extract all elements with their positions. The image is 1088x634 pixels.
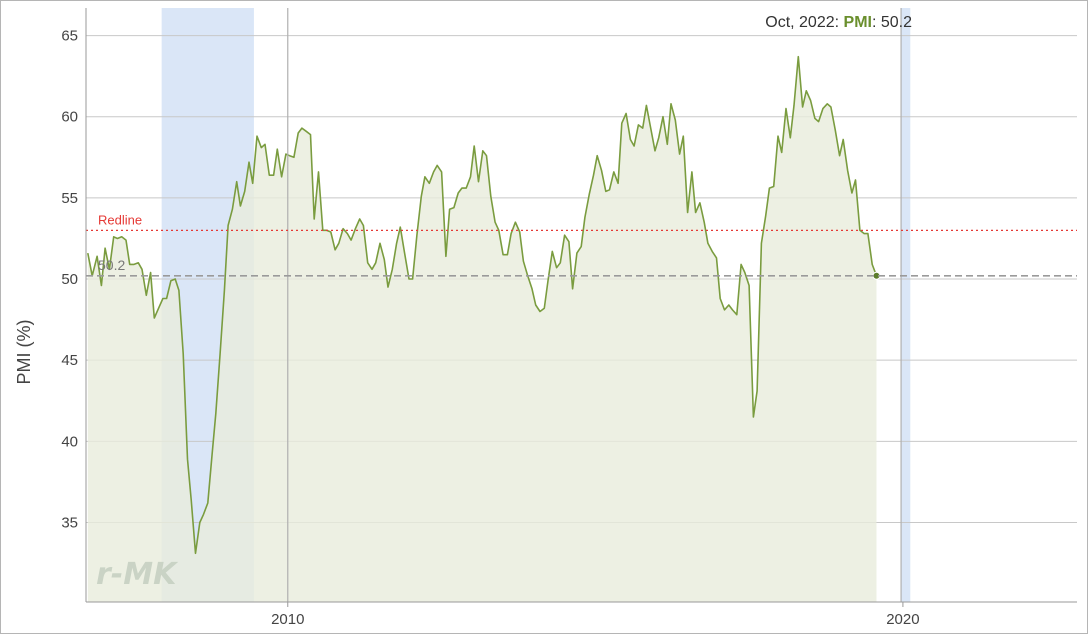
y-tick-label: 40 <box>61 433 78 450</box>
pmi-series-line <box>87 55 878 555</box>
reference-value-label: 50.2 <box>98 257 125 273</box>
x-tick-label: 2020 <box>886 611 919 628</box>
tooltip-date: Oct, 2022: <box>765 14 843 31</box>
redline-label: Redline <box>98 212 142 227</box>
tooltip-series-name: PMI <box>844 14 872 31</box>
hover-tooltip: Oct, 2022: PMI: 50.2 <box>765 14 912 31</box>
recession-band <box>901 8 911 602</box>
pmi-area-fill <box>87 56 877 602</box>
axes <box>85 8 1077 607</box>
y-tick-label: 50 <box>61 271 78 288</box>
pmi-area <box>87 55 881 602</box>
watermark-logo: r-MK <box>96 557 179 592</box>
chart-text: PMI (%) Redline 50.2 r-MK Oct, 2022: PMI… <box>14 14 920 628</box>
y-tick-label: 55 <box>61 190 78 207</box>
tooltip-value: : 50.2 <box>872 14 912 31</box>
x-tick-label: 2010 <box>271 611 304 628</box>
reference-lines <box>86 229 1077 277</box>
y-tick-label: 65 <box>61 28 78 45</box>
vertical-marker-lines <box>287 8 902 602</box>
y-tick-label: 45 <box>61 352 78 369</box>
y-tick-label: 35 <box>61 514 78 531</box>
y-axis-title: PMI (%) <box>14 320 34 385</box>
y-tick-label: 60 <box>61 109 78 126</box>
